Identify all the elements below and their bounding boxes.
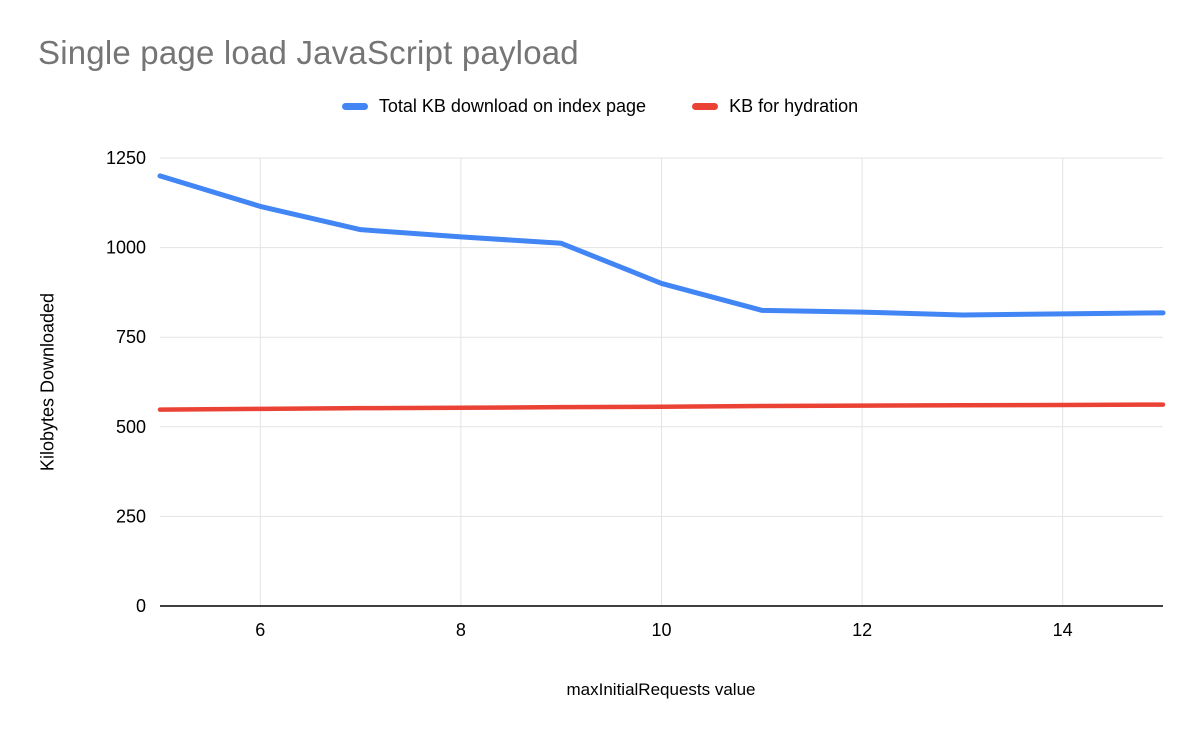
chart-title: Single page load JavaScript payload <box>38 34 579 71</box>
y-axis-title: Kilobytes Downloaded <box>37 292 58 472</box>
legend-label-total-kb: Total KB download on index page <box>378 96 647 116</box>
x-tick-label: 14 <box>1053 620 1073 640</box>
x-tick-label: 6 <box>255 620 265 640</box>
series-line-hydration <box>157 402 1166 412</box>
series-line-total-kb <box>157 173 1166 318</box>
y-tick-label: 1000 <box>106 238 146 258</box>
y-tick-label: 250 <box>116 506 146 526</box>
x-axis-title: maxInitialRequests value <box>566 680 756 699</box>
legend-swatch-red <box>692 103 719 110</box>
x-tick-label: 8 <box>456 620 466 640</box>
x-tick-label: 10 <box>651 620 671 640</box>
y-tick-label: 750 <box>116 327 146 347</box>
y-tick-label: 0 <box>136 596 146 616</box>
legend-label-hydration: KB for hydration <box>729 96 859 116</box>
legend-swatch-blue <box>341 103 368 110</box>
chart-legend: Total KB download on index page KB for h… <box>0 96 1200 117</box>
legend-item-hydration: KB for hydration <box>692 96 858 117</box>
y-tick-label: 1250 <box>106 148 146 168</box>
x-tick-label: 12 <box>852 620 872 640</box>
y-tick-label: 500 <box>116 417 146 437</box>
legend-item-total-kb: Total KB download on index page <box>341 96 647 117</box>
